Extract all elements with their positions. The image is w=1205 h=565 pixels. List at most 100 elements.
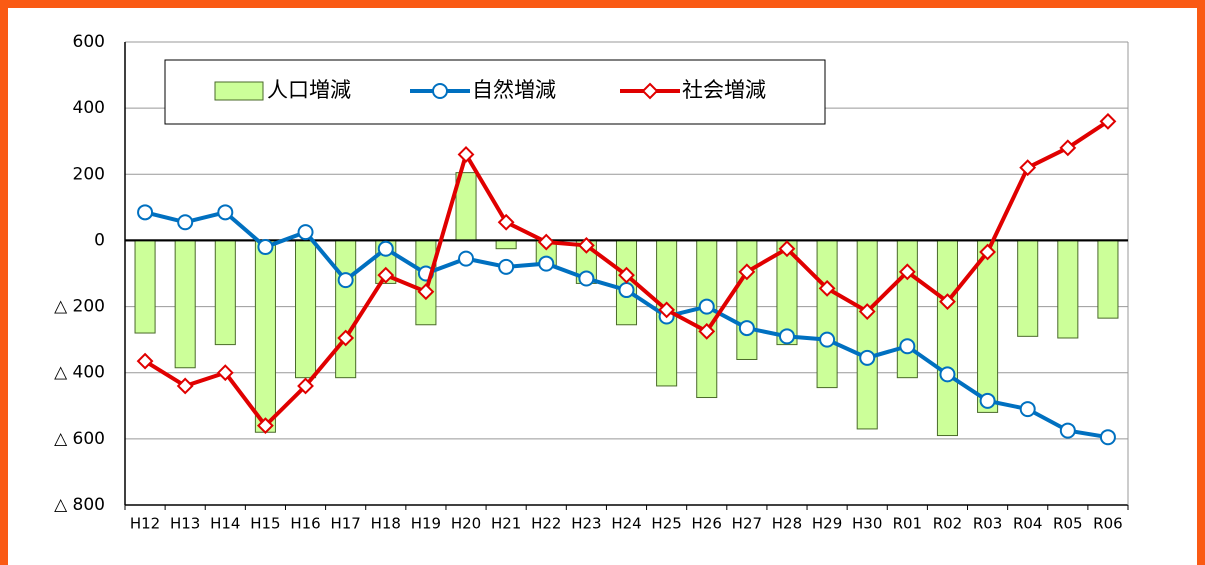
- diamond-marker: [337, 329, 355, 347]
- diamond-marker: [577, 236, 595, 254]
- x-tick-label: H15: [250, 515, 280, 533]
- x-tick-label: H13: [170, 515, 200, 533]
- y-tick-label: △ 400: [54, 363, 105, 383]
- x-tick-label: H12: [130, 515, 160, 533]
- bar: [1097, 239, 1119, 319]
- diamond-marker: [898, 263, 916, 281]
- x-tick-label: H24: [611, 515, 641, 533]
- circle-marker: [498, 258, 515, 275]
- diamond-marker: [257, 417, 274, 435]
- x-tick-label: R01: [893, 515, 923, 533]
- diamond-marker: [377, 266, 395, 284]
- diamond-marker: [497, 213, 515, 231]
- x-tick-label: R05: [1053, 515, 1083, 533]
- circle-marker: [217, 204, 234, 221]
- x-tick-label: H23: [571, 515, 601, 533]
- bar: [295, 239, 317, 379]
- x-tick-label: H30: [852, 515, 882, 533]
- bar: [174, 239, 196, 369]
- y-tick-label: △ 600: [54, 429, 105, 449]
- bar: [856, 239, 878, 430]
- circle-marker: [618, 282, 635, 299]
- bar: [1057, 239, 1079, 339]
- x-tick-label: H28: [772, 515, 802, 533]
- diamond-marker: [939, 293, 956, 311]
- bar: [977, 239, 999, 413]
- diamond-marker: [979, 243, 996, 261]
- x-tick-label: H18: [371, 515, 401, 533]
- circle-marker: [939, 366, 956, 383]
- diamond-marker: [417, 283, 435, 301]
- x-tick-label: R02: [933, 515, 963, 533]
- bar: [936, 239, 958, 437]
- x-tick-label: H22: [531, 515, 561, 533]
- diamond-marker: [698, 322, 716, 340]
- y-tick-label: 400: [73, 98, 105, 118]
- circle-marker: [377, 240, 394, 257]
- y-tick-label: 0: [94, 230, 105, 250]
- bar: [1017, 239, 1039, 337]
- x-tick-label: R03: [973, 515, 1003, 533]
- x-tick-label: H25: [651, 515, 681, 533]
- bar: [816, 239, 838, 389]
- circle-marker: [1099, 429, 1116, 446]
- x-tick-label: H16: [290, 515, 320, 533]
- diamond-marker: [537, 233, 555, 251]
- bar: [254, 239, 276, 433]
- diamond-marker: [1059, 139, 1077, 157]
- circle-marker: [337, 272, 354, 289]
- diamond-marker: [618, 266, 635, 284]
- x-tick-label: H19: [411, 515, 441, 533]
- legend-marker: [432, 83, 448, 99]
- x-tick-label: H29: [812, 515, 842, 533]
- bar: [134, 239, 156, 334]
- circle-marker: [578, 270, 595, 287]
- circle-marker: [979, 392, 996, 409]
- circle-marker: [899, 338, 916, 355]
- diamond-marker: [176, 377, 194, 395]
- bar: [736, 239, 758, 360]
- diamond-marker: [658, 301, 676, 319]
- y-tick-label: △ 800: [54, 495, 105, 515]
- legend-label: 人口増減: [267, 78, 351, 102]
- circle-marker: [859, 349, 876, 366]
- y-tick-label: 200: [73, 164, 105, 184]
- x-tick-label: H20: [451, 515, 481, 533]
- diamond-marker: [216, 364, 234, 382]
- diamond-marker: [818, 279, 836, 297]
- diamond-marker: [136, 352, 154, 370]
- circle-marker: [137, 204, 154, 221]
- x-tick-label: H26: [692, 515, 722, 533]
- legend-label: 自然増減: [472, 78, 556, 102]
- circle-marker: [819, 331, 836, 348]
- diamond-marker: [1099, 112, 1117, 130]
- y-tick-label: △ 200: [54, 297, 105, 317]
- bar: [214, 239, 236, 346]
- circle-marker: [738, 320, 755, 337]
- x-tick-label: R06: [1093, 515, 1123, 533]
- bar: [896, 239, 918, 379]
- legend-marker: [641, 82, 659, 100]
- circle-marker: [778, 328, 795, 345]
- legend-box: [164, 59, 826, 125]
- circle-marker: [297, 224, 314, 241]
- diamond-marker: [858, 303, 876, 320]
- circle-marker: [458, 250, 475, 267]
- x-tick-label: H21: [491, 515, 521, 533]
- circle-marker: [177, 214, 194, 231]
- circle-marker: [1019, 401, 1036, 418]
- bar: [415, 239, 437, 326]
- circle-marker: [538, 255, 555, 272]
- bar: [495, 239, 517, 250]
- circle-marker: [698, 298, 715, 315]
- legend-label: 社会増減: [682, 78, 766, 102]
- circle-marker: [1059, 422, 1076, 439]
- bar: [335, 239, 357, 379]
- circle-marker: [257, 239, 274, 256]
- x-tick-label: H27: [732, 515, 762, 533]
- x-tick-label: R04: [1013, 515, 1043, 533]
- legend-swatch: [214, 81, 264, 101]
- x-tick-label: H17: [330, 515, 360, 533]
